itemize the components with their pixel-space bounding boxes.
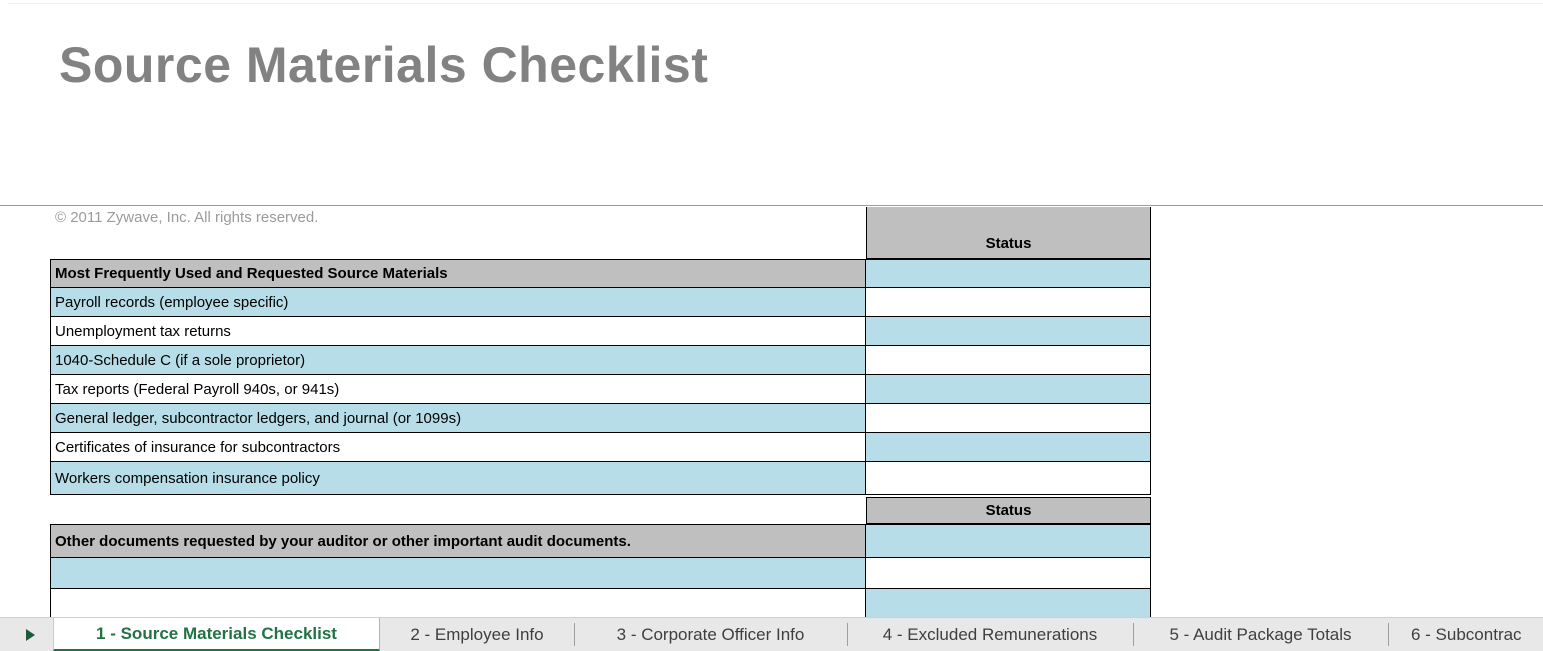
table-row: Tax reports (Federal Payroll 940s, or 94… [50, 375, 1151, 404]
item-label-cell[interactable]: Tax reports (Federal Payroll 940s, or 94… [50, 375, 866, 403]
item-label-cell[interactable]: 1040-Schedule C (if a sole proprietor) [50, 346, 866, 374]
sheet-scroll-right-button[interactable] [16, 618, 44, 651]
table-row: Unemployment tax returns [50, 317, 1151, 346]
sheet-tabs: 2 - Employee Info 3 - Corporate Officer … [380, 618, 1543, 651]
table-row: Payroll records (employee specific) [50, 288, 1151, 317]
status-cell[interactable] [866, 404, 1151, 432]
page-title: Source Materials Checklist [59, 37, 709, 93]
top-divider [8, 3, 1543, 4]
pane-divider [0, 205, 1543, 206]
tab-subcontractors[interactable]: 6 - Subcontrac [1388, 618, 1543, 651]
item-label-cell[interactable] [50, 589, 866, 617]
section-header-row: Other documents requested by your audito… [50, 525, 1151, 558]
copyright-text: © 2011 Zywave, Inc. All rights reserved. [55, 209, 319, 226]
item-label-cell[interactable]: General ledger, subcontractor ledgers, a… [50, 404, 866, 432]
table-row [50, 558, 1151, 589]
right-triangle-icon [25, 629, 35, 641]
section-header-cell[interactable]: Other documents requested by your audito… [50, 525, 866, 557]
status-column-header-top[interactable]: Status [866, 207, 1151, 259]
section-header-row: Most Frequently Used and Requested Sourc… [50, 260, 1151, 288]
status-cell[interactable] [866, 317, 1151, 345]
tab-excluded-remunerations[interactable]: 4 - Excluded Remunerations [847, 618, 1133, 651]
section-header-cell[interactable]: Most Frequently Used and Requested Sourc… [50, 260, 866, 287]
status-cell[interactable] [866, 525, 1151, 557]
status-cell[interactable] [866, 375, 1151, 403]
checklist-section-other: Other documents requested by your audito… [50, 524, 1151, 618]
status-cell[interactable] [866, 589, 1151, 617]
checklist-section-main: Most Frequently Used and Requested Sourc… [50, 259, 1151, 495]
item-label-cell[interactable] [50, 558, 866, 588]
status-cell[interactable] [866, 462, 1151, 494]
item-label-cell[interactable]: Unemployment tax returns [50, 317, 866, 345]
tab-audit-package-totals[interactable]: 5 - Audit Package Totals [1133, 618, 1388, 651]
status-cell[interactable] [866, 558, 1151, 588]
table-row [50, 589, 1151, 618]
table-row: Workers compensation insurance policy [50, 462, 1151, 495]
status-cell[interactable] [866, 288, 1151, 316]
tab-employee-info[interactable]: 2 - Employee Info [410, 624, 544, 644]
sheet-tab-bar: 1 - Source Materials Checklist 2 - Emplo… [0, 617, 1543, 651]
status-cell[interactable] [866, 433, 1151, 461]
table-row: 1040-Schedule C (if a sole proprietor) [50, 346, 1151, 375]
status-cell[interactable] [866, 260, 1151, 287]
item-label-cell[interactable]: Workers compensation insurance policy [50, 462, 866, 494]
status-cell[interactable] [866, 346, 1151, 374]
tab-corporate-officer-info[interactable]: 3 - Corporate Officer Info [574, 618, 847, 651]
table-row: General ledger, subcontractor ledgers, a… [50, 404, 1151, 433]
item-label-cell[interactable]: Payroll records (employee specific) [50, 288, 866, 316]
table-row: Certificates of insurance for subcontrac… [50, 433, 1151, 462]
tab-source-materials-checklist[interactable]: 1 - Source Materials Checklist [53, 618, 380, 651]
status-column-header-bottom[interactable]: Status [866, 497, 1151, 524]
item-label-cell[interactable]: Certificates of insurance for subcontrac… [50, 433, 866, 461]
